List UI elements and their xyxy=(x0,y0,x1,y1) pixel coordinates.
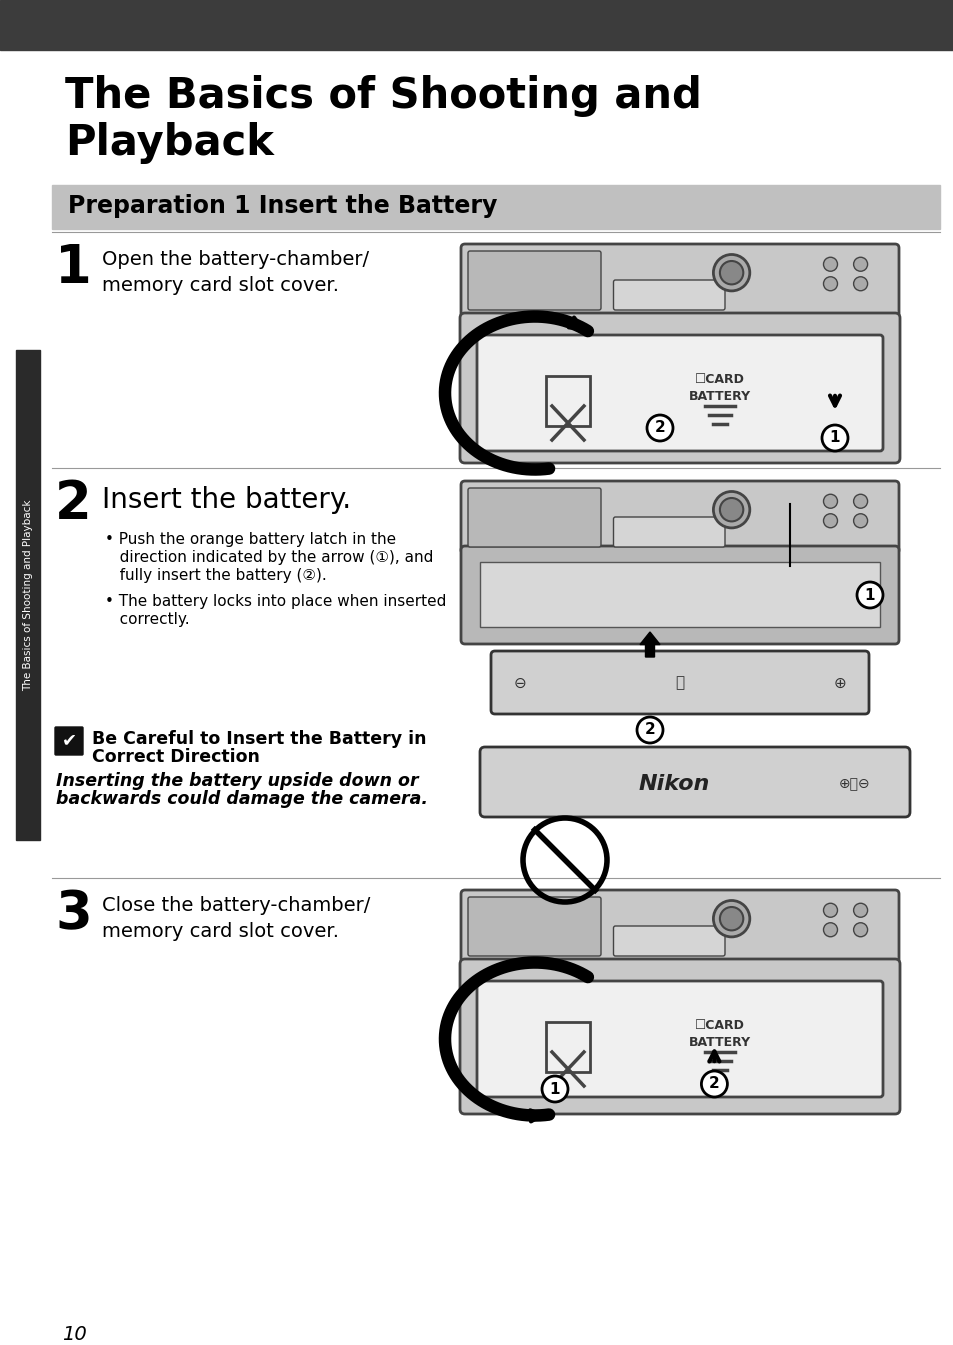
FancyBboxPatch shape xyxy=(459,959,899,1114)
Bar xyxy=(52,186,939,229)
Circle shape xyxy=(822,904,837,917)
Text: 2: 2 xyxy=(644,722,655,737)
FancyBboxPatch shape xyxy=(460,546,898,644)
Text: 3: 3 xyxy=(55,888,91,940)
FancyBboxPatch shape xyxy=(468,252,600,309)
Text: correctly.: correctly. xyxy=(105,612,190,627)
Text: memory card slot cover.: memory card slot cover. xyxy=(102,276,338,295)
Circle shape xyxy=(822,923,837,936)
Circle shape xyxy=(822,494,837,508)
Text: 2: 2 xyxy=(55,477,91,530)
FancyBboxPatch shape xyxy=(476,981,882,1098)
Text: ✔: ✔ xyxy=(61,730,76,749)
Text: BATTERY: BATTERY xyxy=(688,1036,750,1049)
FancyBboxPatch shape xyxy=(468,488,600,547)
FancyBboxPatch shape xyxy=(613,516,724,547)
Circle shape xyxy=(720,907,742,931)
Circle shape xyxy=(822,257,837,272)
FancyBboxPatch shape xyxy=(479,746,909,816)
Text: Close the battery-chamber/: Close the battery-chamber/ xyxy=(102,896,370,915)
Text: 10: 10 xyxy=(62,1325,87,1344)
FancyBboxPatch shape xyxy=(459,313,899,463)
Circle shape xyxy=(856,582,882,608)
Circle shape xyxy=(821,425,847,451)
Text: Battery latch: Battery latch xyxy=(700,486,807,504)
FancyBboxPatch shape xyxy=(613,280,724,309)
Text: ☐CARD: ☐CARD xyxy=(695,373,744,386)
Text: Be Careful to Insert the Battery in: Be Careful to Insert the Battery in xyxy=(91,730,426,748)
Circle shape xyxy=(853,514,866,527)
Text: Ⓣ: Ⓣ xyxy=(675,675,684,690)
Circle shape xyxy=(541,1076,567,1102)
Circle shape xyxy=(853,923,866,936)
Text: backwards could damage the camera.: backwards could damage the camera. xyxy=(56,790,428,808)
Text: 2: 2 xyxy=(654,421,664,436)
Circle shape xyxy=(853,904,866,917)
Bar xyxy=(479,562,879,627)
Text: • The battery locks into place when inserted: • The battery locks into place when inse… xyxy=(105,594,446,609)
Text: Correct Direction: Correct Direction xyxy=(91,748,259,767)
Text: Playback: Playback xyxy=(65,122,274,164)
Circle shape xyxy=(822,514,837,527)
Text: The Basics of Shooting and: The Basics of Shooting and xyxy=(65,75,701,117)
Text: The Basics of Shooting and Playback: The Basics of Shooting and Playback xyxy=(23,499,33,691)
Text: • Push the orange battery latch in the: • Push the orange battery latch in the xyxy=(105,533,395,547)
Text: fully insert the battery (②).: fully insert the battery (②). xyxy=(105,568,327,582)
Text: 1: 1 xyxy=(863,588,874,603)
Text: 1: 1 xyxy=(549,1081,559,1096)
Text: 1: 1 xyxy=(829,430,840,445)
Circle shape xyxy=(700,1071,726,1098)
Text: Nikon: Nikon xyxy=(638,773,709,794)
Text: ☐CARD: ☐CARD xyxy=(695,1020,744,1032)
Circle shape xyxy=(646,416,672,441)
Text: Preparation 1 Insert the Battery: Preparation 1 Insert the Battery xyxy=(68,194,497,218)
Text: ⊖: ⊖ xyxy=(513,675,526,690)
Text: direction indicated by the arrow (①), and: direction indicated by the arrow (①), an… xyxy=(105,550,433,565)
FancyBboxPatch shape xyxy=(468,897,600,956)
Text: ⊕: ⊕ xyxy=(833,675,845,690)
Circle shape xyxy=(637,717,662,742)
Text: Insert the battery.: Insert the battery. xyxy=(102,486,351,514)
FancyBboxPatch shape xyxy=(55,728,83,755)
Circle shape xyxy=(720,261,742,284)
Text: 2: 2 xyxy=(708,1076,719,1092)
FancyBboxPatch shape xyxy=(613,925,724,956)
Text: Inserting the battery upside down or: Inserting the battery upside down or xyxy=(56,772,418,790)
Text: Open the battery-chamber/: Open the battery-chamber/ xyxy=(102,250,369,269)
Circle shape xyxy=(713,901,749,937)
FancyBboxPatch shape xyxy=(460,890,898,963)
Circle shape xyxy=(713,254,749,291)
FancyBboxPatch shape xyxy=(491,651,868,714)
Circle shape xyxy=(853,494,866,508)
Text: BATTERY: BATTERY xyxy=(688,390,750,403)
Text: 1: 1 xyxy=(55,242,91,295)
Polygon shape xyxy=(639,632,659,656)
Circle shape xyxy=(713,491,749,527)
Circle shape xyxy=(720,498,742,522)
FancyBboxPatch shape xyxy=(460,482,898,554)
FancyBboxPatch shape xyxy=(460,243,898,317)
Text: memory card slot cover.: memory card slot cover. xyxy=(102,923,338,941)
Circle shape xyxy=(853,257,866,272)
FancyBboxPatch shape xyxy=(476,335,882,451)
Bar xyxy=(0,0,953,50)
Text: ⊕Ⓣ⊖: ⊕Ⓣ⊖ xyxy=(839,777,870,791)
Bar xyxy=(16,350,40,841)
Circle shape xyxy=(853,277,866,291)
Circle shape xyxy=(822,277,837,291)
